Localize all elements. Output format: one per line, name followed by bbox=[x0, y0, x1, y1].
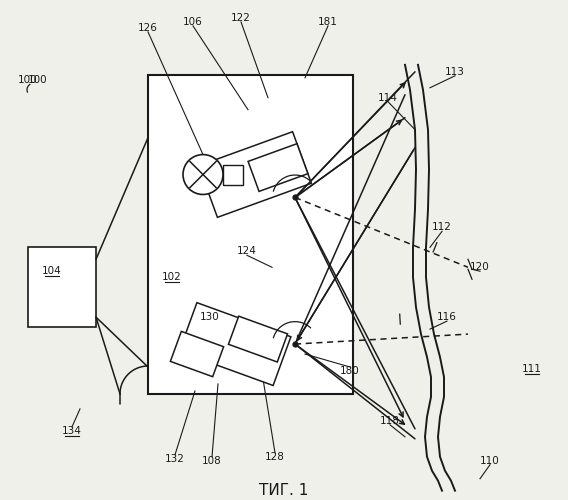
Text: 106: 106 bbox=[183, 17, 203, 27]
Text: 102: 102 bbox=[162, 272, 182, 282]
Text: 100: 100 bbox=[18, 75, 38, 85]
Bar bbox=[148, 75, 353, 394]
Text: 130: 130 bbox=[200, 312, 220, 322]
Text: 128: 128 bbox=[265, 452, 285, 462]
Text: ΤИГ. 1: ΤИГ. 1 bbox=[260, 483, 308, 498]
Text: 111: 111 bbox=[522, 364, 542, 374]
Text: 181: 181 bbox=[318, 17, 338, 27]
Polygon shape bbox=[170, 332, 224, 376]
Text: 116: 116 bbox=[437, 312, 457, 322]
Text: 132: 132 bbox=[165, 454, 185, 464]
Bar bbox=[28, 248, 96, 327]
Text: 124: 124 bbox=[237, 246, 257, 256]
Polygon shape bbox=[248, 144, 308, 192]
Circle shape bbox=[183, 154, 223, 194]
Text: 134: 134 bbox=[62, 426, 82, 436]
Text: 100: 100 bbox=[28, 75, 48, 85]
Text: 180: 180 bbox=[340, 366, 360, 376]
Polygon shape bbox=[228, 316, 287, 362]
Text: 108: 108 bbox=[202, 456, 222, 466]
Text: 118: 118 bbox=[380, 416, 400, 426]
Text: 126: 126 bbox=[138, 23, 158, 33]
Text: 113: 113 bbox=[445, 67, 465, 77]
Text: 114: 114 bbox=[378, 92, 398, 102]
Text: 104: 104 bbox=[42, 266, 62, 276]
Text: 110: 110 bbox=[480, 456, 500, 466]
Bar bbox=[223, 164, 243, 184]
Text: 122: 122 bbox=[231, 13, 251, 23]
Polygon shape bbox=[179, 302, 291, 386]
Text: 120: 120 bbox=[470, 262, 490, 272]
Text: 112: 112 bbox=[432, 222, 452, 232]
Polygon shape bbox=[199, 132, 311, 218]
